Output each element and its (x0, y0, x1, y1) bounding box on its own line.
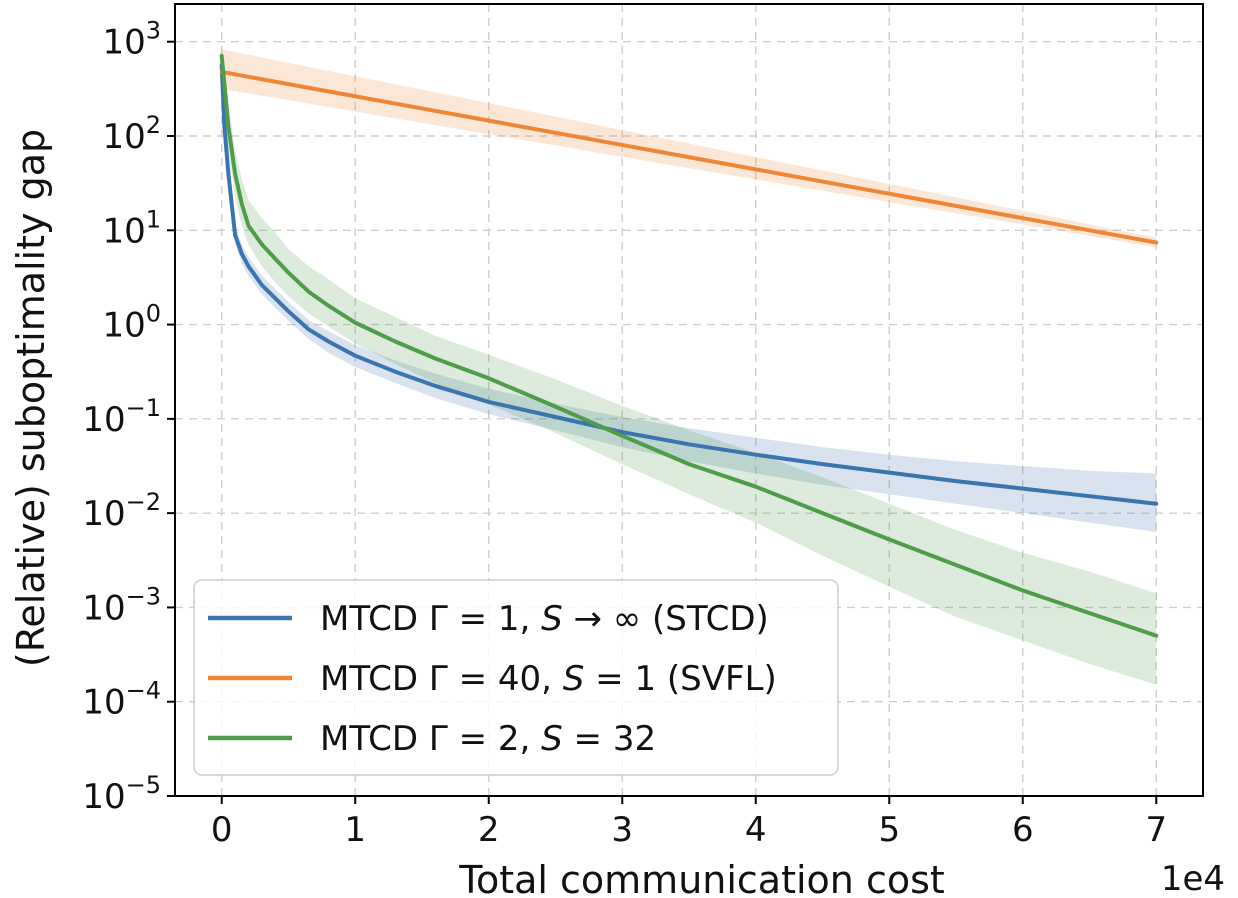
y-tick-label: 102 (102, 111, 161, 157)
x-tick-label: 1 (344, 810, 366, 850)
y-tick-label: 10−1 (82, 394, 161, 440)
y-tick-label: 10−5 (82, 771, 161, 817)
x-axis-offset-label: 1e4 (1161, 859, 1225, 898)
y-axis-ticks: 103 102 101 100 10−1 10−2 10−3 10−4 10−5 (82, 17, 175, 817)
legend-box (193, 579, 839, 776)
legend-label-2: MTCD Γ = 40, S = 1 (SVFL) (320, 659, 777, 699)
x-axis-label: Total communication cost (458, 858, 945, 898)
y-tick-label: 10−2 (82, 488, 161, 534)
y-tick-label: 10−4 (82, 677, 161, 723)
y-tick-label: 100 (102, 300, 161, 346)
series-2-line (219, 69, 1159, 245)
series-2-band (221, 49, 1157, 248)
x-axis-ticks: 0 1 2 3 4 5 6 7 (211, 796, 1167, 850)
confidence-bands (221, 46, 1157, 685)
series-1-line (219, 63, 1159, 506)
x-tick-label: 4 (745, 810, 767, 850)
series-1-band (221, 60, 1157, 532)
x-tick-label: 7 (1145, 810, 1167, 850)
legend: MTCD Γ = 1, S → ∞ (STCD) MTCD Γ = 40, S =… (193, 579, 839, 776)
x-tick-label: 0 (211, 810, 233, 850)
x-tick-label: 6 (1012, 810, 1034, 850)
y-tick-label: 103 (102, 17, 161, 63)
y-tick-label: 101 (102, 205, 161, 251)
x-tick-label: 3 (611, 810, 633, 850)
x-tick-label: 2 (478, 810, 500, 850)
series-3-band (221, 46, 1157, 685)
y-axis-label: (Relative) suboptimality gap (9, 129, 53, 667)
y-tick-label: 10−3 (82, 582, 161, 628)
x-tick-label: 5 (878, 810, 900, 850)
plot-frame (174, 3, 1204, 797)
series-3-line (219, 53, 1159, 638)
series-lines (219, 53, 1159, 638)
legend-label-3: MTCD Γ = 2, S = 32 (320, 719, 656, 759)
legend-label-1: MTCD Γ = 1, S → ∞ (STCD) (320, 599, 769, 639)
